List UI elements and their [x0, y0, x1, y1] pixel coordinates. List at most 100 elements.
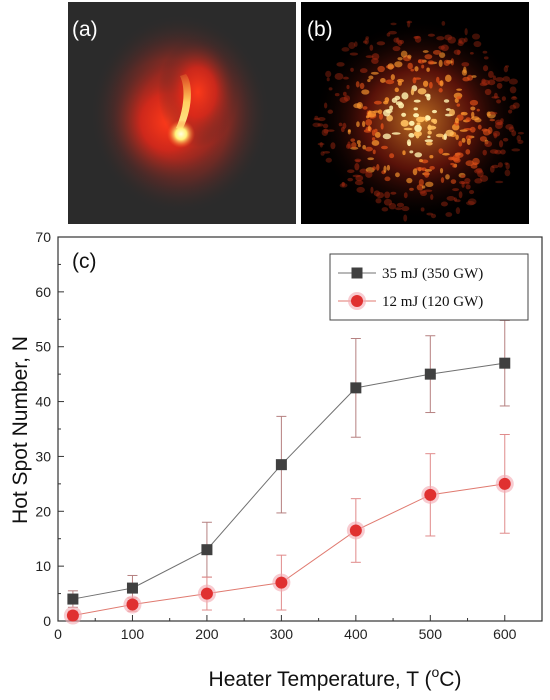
speckle-dot [479, 175, 489, 182]
data-point [424, 488, 437, 501]
speckle-dot [456, 103, 461, 107]
speckle-dot [403, 127, 413, 131]
speckle-dot [387, 63, 394, 70]
speckle-dot [341, 181, 346, 187]
speckle-dot [421, 159, 429, 164]
speckle-dot [509, 104, 517, 110]
speckle-dot [362, 144, 366, 150]
data-point [350, 382, 362, 394]
speckle-dot [465, 149, 471, 155]
speckle-dot [424, 169, 433, 172]
speckle-dot [444, 34, 453, 41]
speckle-dot [517, 139, 524, 144]
y-tick-label: 20 [35, 503, 51, 519]
speckle-dot [445, 74, 452, 83]
speckle-dot [422, 50, 429, 53]
speckle-dot [512, 96, 517, 99]
speckle-dot [510, 96, 518, 100]
speckle-dot [385, 109, 393, 114]
speckle-dot [371, 140, 380, 146]
panel-b-image: (b) [301, 2, 529, 224]
speckle-dot [354, 180, 364, 186]
speckle-dot [424, 139, 433, 143]
speckle-dot [461, 62, 470, 67]
speckle-dot [351, 141, 357, 149]
speckle-dot [497, 162, 503, 168]
speckle-dot [380, 77, 386, 83]
laser-spot-image [90, 14, 270, 214]
speckle-dot [417, 59, 425, 64]
speckle-dot [342, 91, 347, 97]
y-axis-label: Hot Spot Number, N [9, 336, 32, 524]
speckle-dot [325, 70, 332, 78]
speckle-dot [432, 50, 442, 55]
speckle-dot [398, 102, 405, 109]
speckle-dot [438, 88, 443, 93]
speckle-dot [394, 61, 403, 68]
speckle-dot [312, 122, 321, 128]
speckle-dot [356, 186, 365, 193]
speckle-dot [445, 212, 453, 217]
speckle-dot [397, 39, 403, 47]
speckle-dot [489, 118, 496, 122]
x-axis-label-unit: C) [439, 668, 461, 691]
speckle-dot [425, 141, 433, 146]
speckle-dot [469, 126, 476, 133]
x-tick-label: 300 [270, 626, 294, 642]
speckle-dot [386, 32, 391, 37]
speckle-dot [473, 40, 482, 48]
speckle-dot [403, 214, 408, 222]
speckle-dot [482, 65, 489, 72]
speckle-dot [391, 97, 398, 103]
speckle-dot [369, 44, 374, 51]
speckle-dot [361, 89, 370, 95]
series-line [72, 483, 505, 617]
y-tick-label: 30 [35, 448, 51, 464]
speckle-dot [367, 78, 371, 83]
speckle-dot [483, 56, 489, 60]
speckle-dot [365, 171, 373, 178]
speckle-dot [496, 82, 503, 89]
speckle-dot [494, 149, 502, 155]
speckle-dot [407, 62, 413, 70]
speckle-dot [354, 158, 362, 162]
data-point [200, 587, 213, 600]
speckle-dot [502, 137, 509, 142]
speckle-dot [317, 142, 325, 146]
speckle-dot [382, 133, 392, 140]
speckle-dot [438, 148, 444, 154]
speckle-dot [427, 135, 431, 139]
speckle-dot [374, 128, 378, 133]
speckle-dot [367, 125, 371, 132]
speckle-dot [481, 78, 486, 84]
speckle-dot [313, 117, 321, 121]
speckle-dot [343, 95, 351, 102]
speckle-dot [450, 162, 455, 166]
speckle-dot [383, 100, 389, 105]
speckle-dot [314, 115, 319, 120]
speckle-dot [456, 88, 463, 91]
speckle-dot [383, 198, 393, 206]
speckle-dot [319, 142, 323, 148]
speckle-dot [384, 191, 391, 199]
speckle-dot [338, 122, 343, 127]
speckle-dot [386, 114, 393, 122]
speckle-dot [461, 69, 468, 76]
y-tick-label: 70 [35, 229, 51, 245]
speckle-dot [441, 21, 446, 26]
speckle-dot [470, 106, 476, 111]
speckle-dot [442, 152, 450, 156]
speckle-dot [342, 76, 349, 80]
speckle-dot [501, 96, 506, 101]
speckle-dot [461, 137, 466, 143]
speckle-dot [323, 102, 328, 109]
legend-marker [351, 295, 363, 307]
speckle-dot [384, 176, 391, 182]
speckle-dot [508, 126, 515, 133]
x-axis-label-degree: o [431, 664, 439, 680]
speckle-dot [393, 37, 399, 43]
speckle-dot [458, 140, 463, 147]
speckle-dot [408, 120, 415, 126]
speckle-dot [323, 128, 329, 134]
speckle-dot [376, 41, 386, 46]
